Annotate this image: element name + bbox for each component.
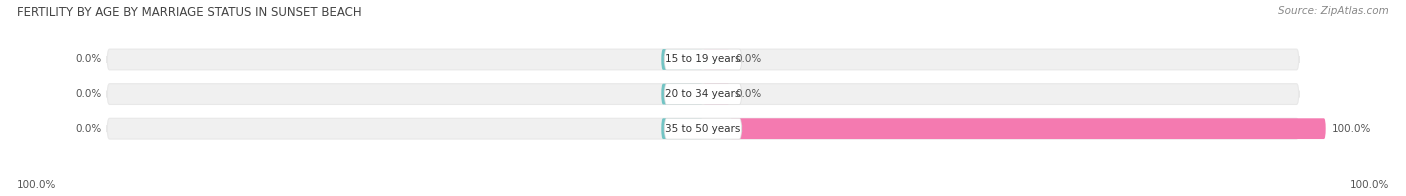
Text: 100.0%: 100.0% (1331, 124, 1371, 134)
Text: 0.0%: 0.0% (75, 89, 101, 99)
FancyBboxPatch shape (664, 118, 742, 139)
Text: 100.0%: 100.0% (17, 180, 56, 190)
FancyBboxPatch shape (661, 118, 703, 139)
FancyBboxPatch shape (730, 118, 1326, 139)
FancyBboxPatch shape (703, 49, 730, 70)
Text: 0.0%: 0.0% (75, 54, 101, 64)
Text: 0.0%: 0.0% (735, 89, 762, 99)
Text: 100.0%: 100.0% (1350, 180, 1389, 190)
FancyBboxPatch shape (664, 49, 742, 70)
Text: 0.0%: 0.0% (735, 54, 762, 64)
FancyBboxPatch shape (703, 84, 730, 104)
Text: 15 to 19 years: 15 to 19 years (665, 54, 741, 64)
Text: FERTILITY BY AGE BY MARRIAGE STATUS IN SUNSET BEACH: FERTILITY BY AGE BY MARRIAGE STATUS IN S… (17, 6, 361, 19)
Text: 0.0%: 0.0% (75, 124, 101, 134)
Text: Source: ZipAtlas.com: Source: ZipAtlas.com (1278, 6, 1389, 16)
FancyBboxPatch shape (107, 49, 1299, 70)
Text: 20 to 34 years: 20 to 34 years (665, 89, 741, 99)
FancyBboxPatch shape (661, 49, 703, 70)
Text: 35 to 50 years: 35 to 50 years (665, 124, 741, 134)
FancyBboxPatch shape (664, 84, 742, 104)
FancyBboxPatch shape (661, 84, 703, 104)
FancyBboxPatch shape (107, 84, 1299, 104)
FancyBboxPatch shape (107, 118, 1299, 139)
